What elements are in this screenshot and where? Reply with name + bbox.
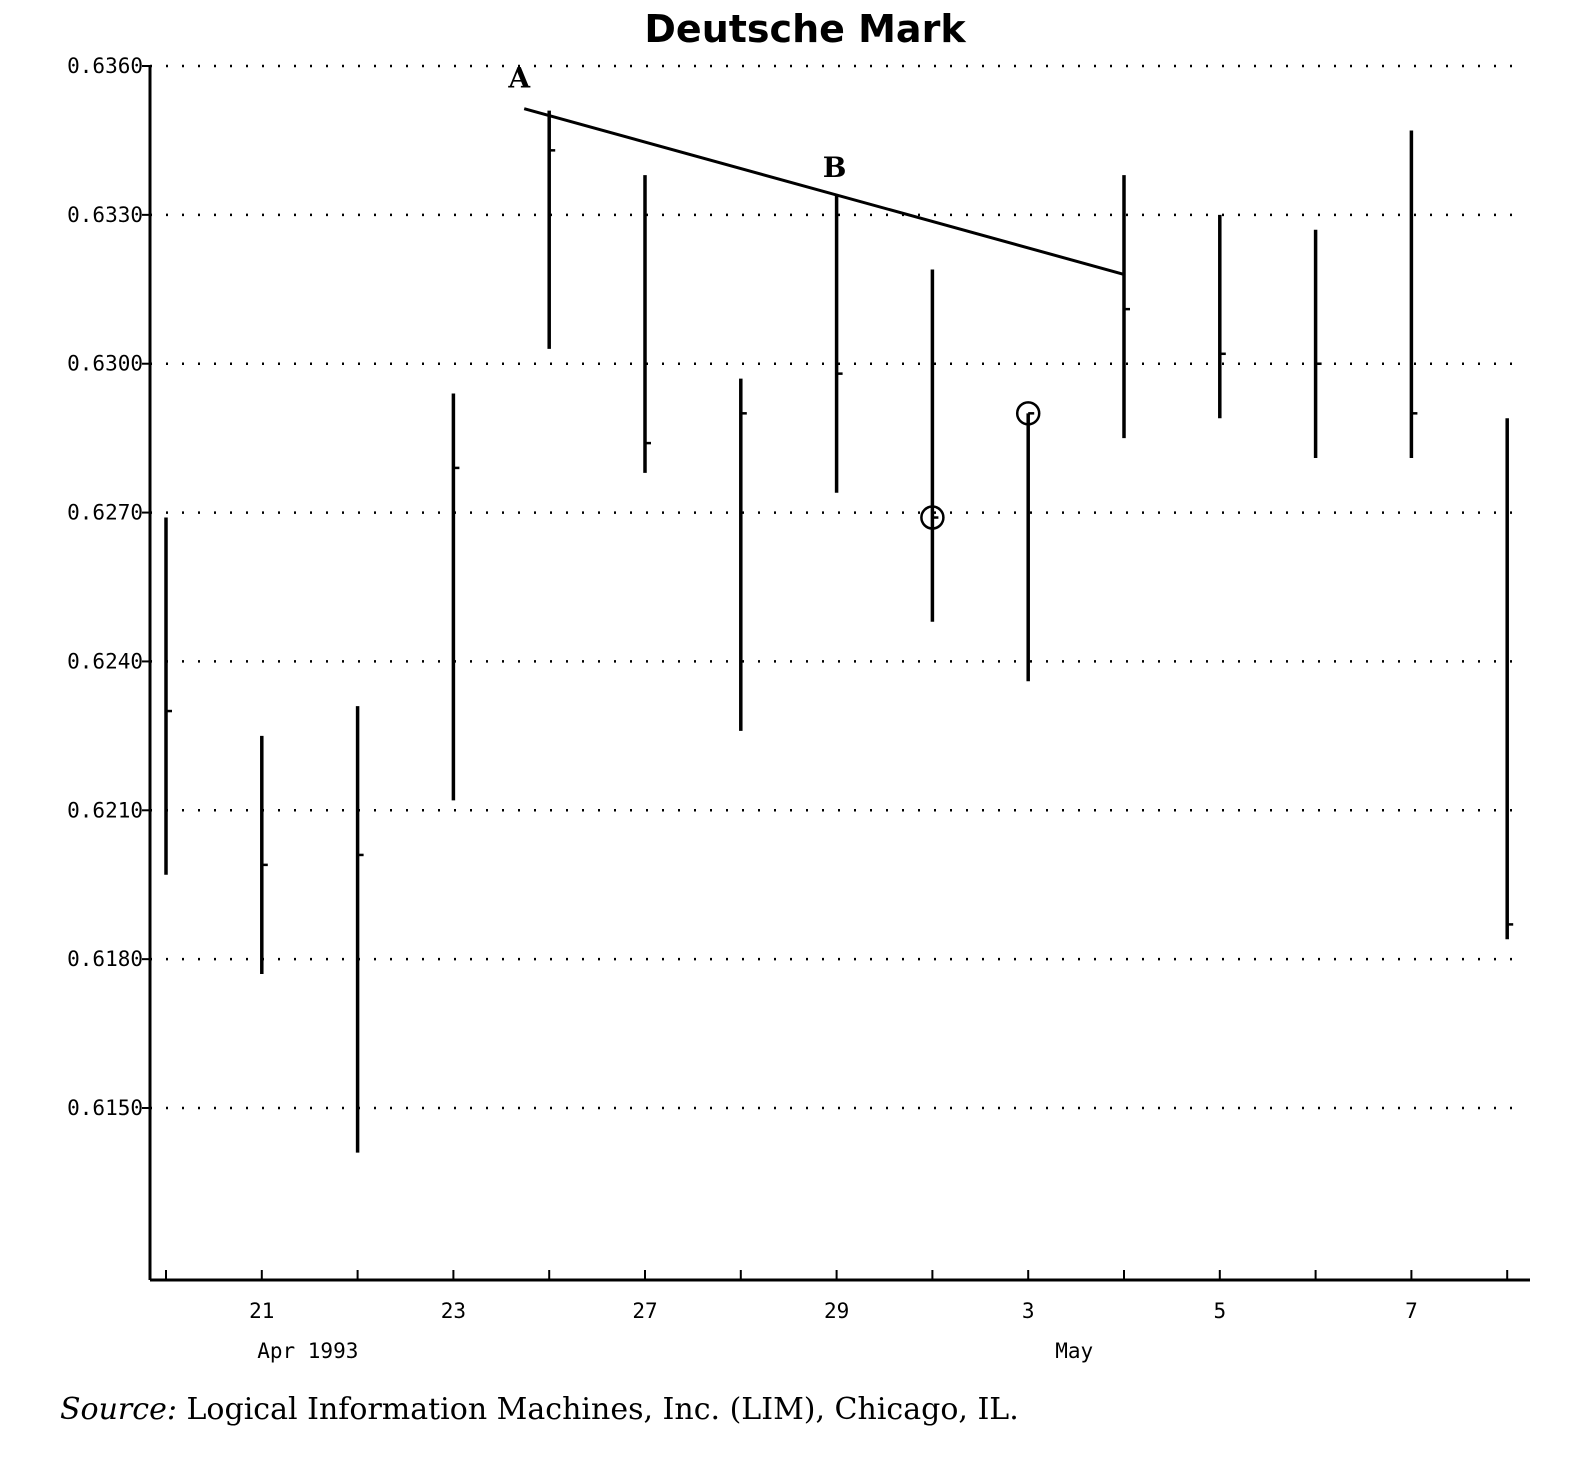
y-tick-label: 0.6150: [67, 1096, 143, 1120]
x-tick-label: 29: [824, 1299, 849, 1323]
gridlines: [150, 64, 1512, 1110]
source-text: Logical Information Machines, Inc. (LIM)…: [186, 1392, 1019, 1427]
x-tick-label: 23: [441, 1299, 466, 1323]
y-tick-label: 0.6180: [67, 947, 143, 971]
y-tick-label: 0.6330: [67, 203, 143, 227]
circled-point: [920, 505, 945, 530]
x-tick-label: 5: [1213, 1299, 1226, 1323]
y-tick-label: 0.6360: [67, 54, 143, 78]
x-tick-label: 27: [632, 1299, 657, 1323]
annotation-label-b: B: [823, 151, 847, 184]
y-tick-label: 0.6300: [67, 352, 143, 376]
trendline: [523, 107, 1125, 276]
annotations: AB: [507, 62, 1125, 530]
source-note: Source: Logical Information Machines, In…: [60, 1392, 1019, 1427]
y-tick-label: 0.6270: [67, 501, 143, 525]
y-tick-labels: 0.6360 0.6330 0.6300 0.6270 0.6240 0.6210 0.61…: [67, 54, 150, 1120]
x-period-label: May: [1055, 1339, 1093, 1363]
x-tick-label: 3: [1022, 1299, 1035, 1323]
chart-title: Deutsche Mark: [644, 7, 966, 51]
y-tick-label: 0.6240: [67, 649, 143, 673]
x-period-label: Apr 1993: [257, 1339, 358, 1363]
price-bars: [164, 110, 1514, 1153]
x-tick-label: 21: [249, 1299, 274, 1323]
source-label: Source:: [60, 1392, 177, 1427]
deutsche-mark-chart: Deutsche Mark 0.63600.63300.63000.62700.…: [67, 7, 1530, 1363]
x-tick-label: 7: [1405, 1299, 1418, 1323]
y-tick-label: 0.6210: [67, 798, 143, 822]
circled-point: [1015, 401, 1041, 426]
annotation-label-a: A: [507, 62, 531, 95]
x-tick-labels: 21 23 27 29 3 5 7 Apr 1993 May: [165, 1270, 1509, 1363]
axes: [148, 66, 1530, 1282]
